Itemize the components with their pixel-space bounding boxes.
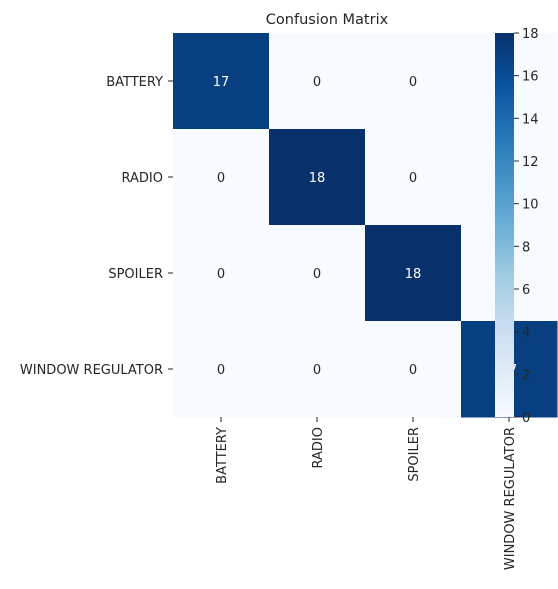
colorbar-tick-label: 6 — [522, 283, 530, 298]
x-tick-label: SPOILER — [407, 427, 422, 482]
cell-value-label: 0 — [313, 75, 321, 90]
colorbar-tick-label: 4 — [522, 326, 530, 341]
colorbar-tick-label: 2 — [522, 368, 530, 383]
cell-value-label: 18 — [309, 171, 326, 186]
heatmap-cell — [365, 225, 462, 322]
colorbar: 0 2 4 6 8 10 12 14 16 18 — [495, 27, 539, 426]
y-tick-label: SPOILER — [108, 267, 163, 282]
colorbar-tick-label: 10 — [522, 198, 539, 213]
heatmap-cell — [269, 129, 366, 226]
cell-value-label: 0 — [409, 75, 417, 90]
heatmap-cell — [173, 225, 270, 322]
x-tick-label: RADIO — [311, 427, 326, 468]
heatmap-cell — [365, 321, 462, 418]
colorbar-tick-label: 14 — [522, 112, 539, 127]
heatmap-cell — [365, 129, 462, 226]
colorbar-tick-label: 8 — [522, 240, 530, 255]
heatmap-cell — [269, 321, 366, 418]
cell-value-label: 0 — [409, 171, 417, 186]
heatmap-cell — [173, 33, 270, 130]
x-tick-label: WINDOW REGULATOR — [503, 427, 518, 570]
y-tick-label: WINDOW REGULATOR — [20, 363, 163, 378]
heatmap-cell — [269, 33, 366, 130]
colorbar-gradient — [495, 33, 514, 417]
cell-value-label: 18 — [405, 267, 422, 282]
heatmap-cell — [269, 225, 366, 322]
colorbar-tick-label: 0 — [522, 411, 530, 426]
cell-value-label: 0 — [217, 363, 225, 378]
cell-value-label: 0 — [217, 171, 225, 186]
cell-value-label: 0 — [313, 267, 321, 282]
colorbar-tick-label: 18 — [522, 27, 539, 42]
colorbar-tick-label: 16 — [522, 70, 539, 85]
heatmap-cell — [365, 33, 462, 130]
colorbar-tick-label: 12 — [522, 155, 539, 170]
cell-value-label: 0 — [409, 363, 417, 378]
y-tick-label: RADIO — [122, 171, 163, 186]
cell-value-label: 17 — [213, 75, 230, 90]
x-tick-label: BATTERY — [215, 427, 230, 484]
colorbar-ticks: 0 2 4 6 8 10 12 14 16 18 — [514, 27, 539, 426]
cell-value-label: 0 — [217, 267, 225, 282]
cell-value-label: 0 — [313, 363, 321, 378]
y-tick-label: BATTERY — [106, 75, 163, 90]
y-axis: BATTERY RADIO SPOILER WINDOW REGULATOR — [20, 75, 173, 378]
heatmap-cell — [173, 129, 270, 226]
chart-title: Confusion Matrix — [266, 12, 389, 28]
x-axis: BATTERY RADIO SPOILER WINDOW REGULATOR — [215, 417, 518, 570]
heatmap-cell — [173, 321, 270, 418]
